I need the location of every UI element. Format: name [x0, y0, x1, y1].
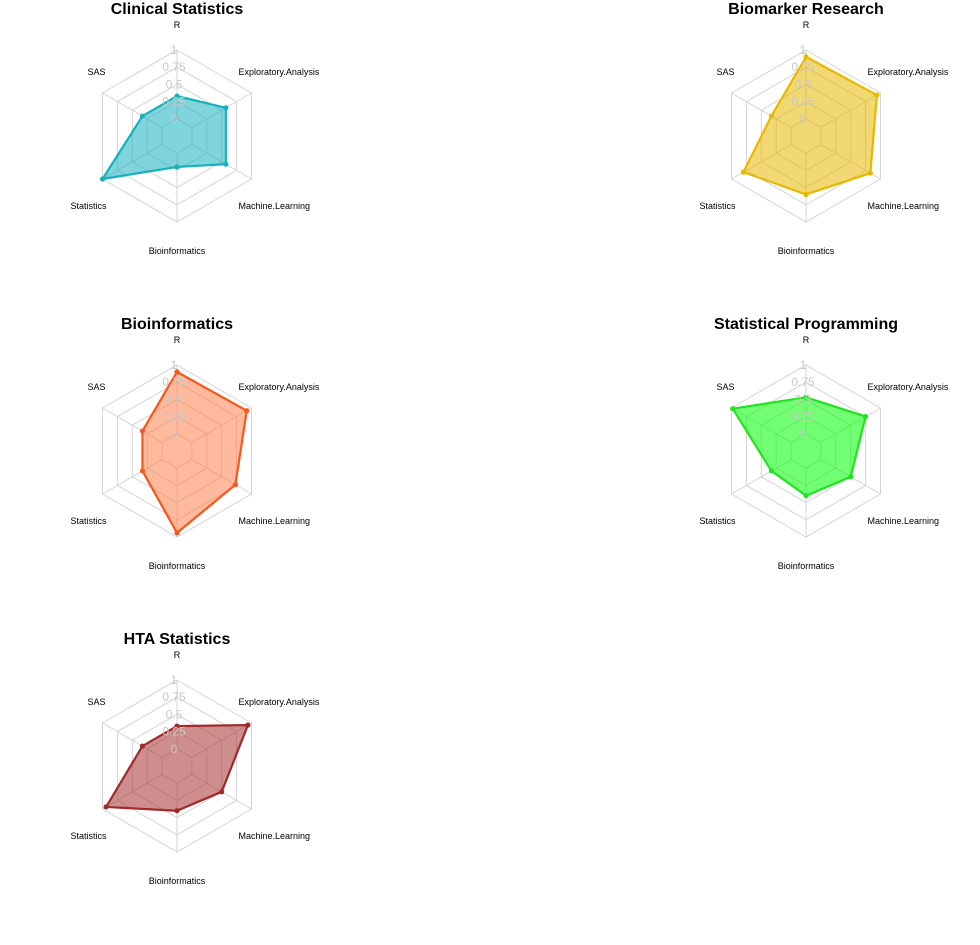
tick-label: 1: [800, 43, 807, 57]
axis-label-sas: SAS: [717, 67, 735, 77]
data-point-bioinformatics: [174, 808, 180, 814]
tick-label: 0.5: [166, 77, 183, 91]
data-point-bioinformatics: [803, 493, 809, 499]
tick-label: 0.75: [791, 375, 815, 389]
radar-chart-bioinformatics: Bioinformatics 0 0.25 0.5 0.75 1 R Exploratory.…: [71, 316, 320, 571]
radar-chart-statistical-programming: Statistical Programming 0 0.25 0.5 0.75 1 R Exp…: [700, 316, 949, 571]
axis-label-machine-learning: Machine.Learning: [238, 831, 310, 841]
data-point-statistics: [768, 468, 775, 474]
tick-label: 0.25: [162, 410, 186, 424]
tick-label: 0.75: [791, 60, 815, 74]
data-point-sas: [139, 113, 146, 119]
data-point-statistics: [740, 169, 747, 175]
tick-label: 0: [171, 742, 178, 756]
data-point-exploratory-analysis: [862, 414, 869, 420]
radar-chart-biomarker-research: Biomarker Research 0 0.25 0.5 0.75 1 R Explorat…: [700, 1, 949, 256]
chart-title: Bioinformatics: [121, 316, 233, 333]
axis-label-r: R: [174, 335, 181, 345]
data-point-r: [174, 723, 180, 729]
tick-label: 0.25: [791, 95, 815, 109]
radar-chart-hta-statistics: HTA Statistics 0 0.25 0.5 0.75 1 R Exploratory.…: [71, 631, 320, 886]
data-point-statistics: [99, 176, 106, 182]
data-point-machine-learning: [848, 474, 854, 480]
tick-label: 0.75: [162, 375, 186, 389]
tick-label: 0: [800, 427, 807, 441]
data-point-r: [174, 369, 180, 375]
axis-label-bioinformatics: Bioinformatics: [149, 561, 206, 571]
data-point-machine-learning: [219, 789, 225, 795]
tick-label: 0.25: [162, 725, 186, 739]
axis-label-exploratory-analysis: Exploratory.Analysis: [238, 697, 319, 707]
tick-label: 0: [171, 112, 178, 126]
chart-title: Clinical Statistics: [111, 1, 244, 18]
tick-label: 0.25: [791, 410, 815, 424]
axis-label-r: R: [803, 20, 810, 30]
data-point-bioinformatics: [174, 530, 180, 536]
axis-label-sas: SAS: [717, 382, 735, 392]
data-point-machine-learning: [223, 161, 229, 167]
axis-label-bioinformatics: Bioinformatics: [149, 876, 206, 886]
axis-label-exploratory-analysis: Exploratory.Analysis: [238, 382, 319, 392]
data-point-r: [803, 54, 809, 60]
tick-label: 1: [171, 358, 178, 372]
tick-label: 0.25: [162, 95, 186, 109]
data-point-machine-learning: [867, 170, 873, 176]
data-point-exploratory-analysis: [244, 408, 250, 414]
axis-label-sas: SAS: [88, 697, 106, 707]
data-point-sas: [139, 743, 146, 749]
axis-label-machine-learning: Machine.Learning: [238, 516, 310, 526]
axis-label-statistics: Statistics: [71, 516, 108, 526]
axis-label-bioinformatics: Bioinformatics: [778, 561, 835, 571]
data-point-sas: [730, 406, 736, 412]
tick-label: 0.5: [795, 392, 812, 406]
axis-label-sas: SAS: [88, 67, 106, 77]
tick-label: 1: [171, 43, 178, 57]
tick-label: 1: [800, 358, 807, 372]
data-point-exploratory-analysis: [245, 722, 251, 728]
axis-label-statistics: Statistics: [700, 201, 737, 211]
axis-label-exploratory-analysis: Exploratory.Analysis: [867, 382, 948, 392]
tick-label: 0.75: [162, 60, 186, 74]
data-point-statistics: [103, 804, 109, 810]
tick-label: 0.5: [166, 707, 183, 721]
axis-label-statistics: Statistics: [71, 831, 108, 841]
tick-label: 0: [171, 427, 178, 441]
tick-label: 0: [800, 112, 807, 126]
data-point-machine-learning: [232, 482, 238, 488]
radar-chart-clinical-statistics: Clinical Statistics 0 0.25 0.5 0.75 1 R Explora…: [71, 1, 320, 256]
axis-label-r: R: [174, 20, 181, 30]
data-point-r: [174, 93, 180, 99]
tick-label: 0.5: [795, 77, 812, 91]
axis-label-machine-learning: Machine.Learning: [867, 201, 939, 211]
axis-label-machine-learning: Machine.Learning: [238, 201, 310, 211]
axis-label-sas: SAS: [88, 382, 106, 392]
axis-label-exploratory-analysis: Exploratory.Analysis: [238, 67, 319, 77]
data-point-r: [803, 394, 809, 400]
data-point-exploratory-analysis: [874, 92, 880, 98]
tick-label: 0.75: [162, 690, 186, 704]
axis-label-r: R: [803, 335, 810, 345]
axis-label-bioinformatics: Bioinformatics: [149, 246, 206, 256]
axis-label-bioinformatics: Bioinformatics: [778, 246, 835, 256]
axis-label-statistics: Statistics: [71, 201, 108, 211]
chart-title: Biomarker Research: [728, 1, 884, 18]
tick-label: 1: [171, 673, 178, 687]
data-point-bioinformatics: [174, 164, 180, 170]
axis-label-r: R: [174, 650, 181, 660]
data-point-sas: [139, 428, 146, 434]
tick-label: 0.5: [166, 392, 183, 406]
data-point-bioinformatics: [803, 191, 809, 198]
data-point-statistics: [139, 468, 146, 474]
data-point-exploratory-analysis: [223, 105, 229, 111]
axis-label-exploratory-analysis: Exploratory.Analysis: [867, 67, 948, 77]
chart-title: HTA Statistics: [124, 631, 231, 648]
axis-label-statistics: Statistics: [700, 516, 737, 526]
axis-label-machine-learning: Machine.Learning: [867, 516, 939, 526]
chart-title: Statistical Programming: [714, 316, 898, 333]
data-point-sas: [768, 113, 775, 119]
